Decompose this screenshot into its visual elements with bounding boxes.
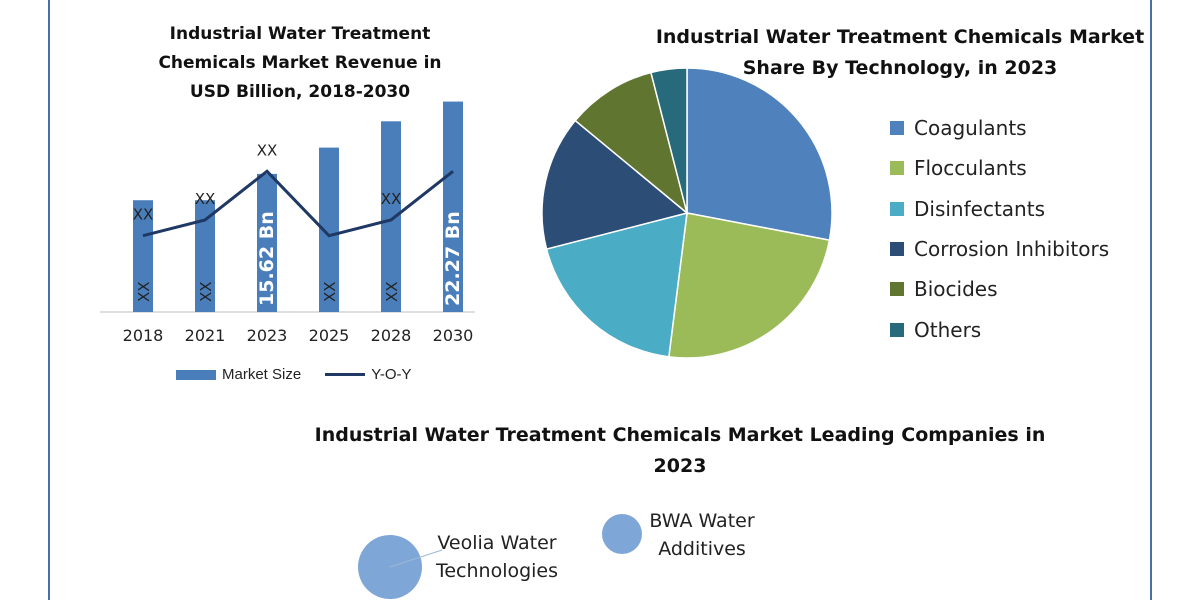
legend-label-biocides: Biocides xyxy=(914,277,998,302)
x-tick-2021: 2021 xyxy=(185,326,226,345)
companies-chart-title: Industrial Water Treatment Chemicals Mar… xyxy=(314,424,1046,477)
legend-swatch-disinfectants xyxy=(890,201,904,216)
companies-bubble-chart: Veolia Water Technologies BWA Water Additiv… xyxy=(358,510,755,599)
legend-label-coagulants: Coagulants xyxy=(914,116,1027,141)
legend-swatch-flocculants xyxy=(890,161,904,176)
bar-2028 xyxy=(381,121,401,312)
yoy-label-2018: XX xyxy=(133,206,154,224)
legend-label-corrosion-inhibitors: Corrosion Inhibitors xyxy=(914,237,1110,262)
bubble-label-veolia-water-technologies: Veolia Water Technologies xyxy=(435,532,558,582)
legend-label-others: Others xyxy=(914,317,982,342)
bar-data-label-2030: 22.27 Bn xyxy=(442,211,464,306)
bar-data-label-2018: XX xyxy=(135,281,153,302)
pie-slice-corrosion-inhibitors xyxy=(541,119,689,250)
legend-swatch-biocides xyxy=(890,282,904,297)
legend-item-biocides: Biocides xyxy=(890,269,1109,309)
frame-left-border xyxy=(48,0,50,600)
pie-slice-flocculants xyxy=(667,212,831,359)
legend-swatch-coagulants xyxy=(890,121,904,136)
pie-chart-legend: Coagulants Flocculants Disinfectants Corros… xyxy=(890,108,1109,350)
legend-item-disinfectants: Disinfectants xyxy=(890,189,1109,229)
x-tick-2023: 2023 xyxy=(247,326,288,345)
yoy-label-2021: XX xyxy=(195,190,216,208)
bar-data-label-2028: XX xyxy=(383,281,401,302)
pie-slice-others xyxy=(650,67,688,214)
bar-2030 xyxy=(443,101,463,312)
legend-label-yoy: Y-O-Y xyxy=(371,366,412,383)
x-tick-2025: 2025 xyxy=(309,326,350,345)
legend-item-others: Others xyxy=(890,309,1109,349)
yoy-line xyxy=(142,169,454,238)
bar-chart-title: Industrial Water Treatment Chemicals Mar… xyxy=(158,24,442,102)
bubble-bwa-water-additives xyxy=(602,514,642,554)
pie-slice-biocides xyxy=(574,71,689,216)
legend-item-corrosion-inhibitors: Corrosion Inhibitors xyxy=(890,229,1109,269)
bar-2021 xyxy=(195,200,215,312)
legend-label-disinfectants: Disinfectants xyxy=(914,196,1045,221)
bar-data-label-2021: XX xyxy=(197,281,215,302)
bar-data-label-2023: 15.62 Bn xyxy=(256,211,278,306)
x-tick-2030: 2030 xyxy=(433,326,474,345)
pie-chart-title: Industrial Water Treatment Chemicals Mar… xyxy=(655,26,1145,79)
legend-item-flocculants: Flocculants xyxy=(890,148,1109,188)
bar-2018 xyxy=(133,200,153,312)
legend-swatch-others xyxy=(890,322,904,337)
bar-2025 xyxy=(319,147,339,312)
pie-slice-coagulants xyxy=(686,67,833,242)
bar-2023 xyxy=(257,173,277,312)
legend-swatch-market-size xyxy=(176,369,216,380)
legend-item-coagulants: Coagulants xyxy=(890,108,1109,148)
legend-label-market-size: Market Size xyxy=(222,366,302,383)
x-tick-2018: 2018 xyxy=(123,326,164,345)
bubble-label-bwa-water-additives: BWA Water Additives xyxy=(649,510,754,560)
pie-chart xyxy=(541,67,833,359)
frame-right-border xyxy=(1150,0,1152,600)
pie-slice-disinfectants xyxy=(545,211,688,358)
legend-swatch-yoy xyxy=(325,373,366,376)
bar-data-label-2025: XX xyxy=(321,281,339,302)
bar-chart-legend: Market Size Y-O-Y xyxy=(176,366,412,383)
legend-swatch-corrosion-inhibitors xyxy=(890,242,904,257)
yoy-label-2028: XX xyxy=(381,190,402,208)
yoy-label-2023: XX xyxy=(257,141,278,159)
bubble-leader-veolia-water-technologies xyxy=(389,549,443,568)
bar-chart: 2018 XX 2021 XX 2023 15.62 Bn 2025 XX 2028 XX 2030… xyxy=(100,101,475,345)
legend-label-flocculants: Flocculants xyxy=(914,156,1027,181)
x-tick-2028: 2028 xyxy=(371,326,412,345)
